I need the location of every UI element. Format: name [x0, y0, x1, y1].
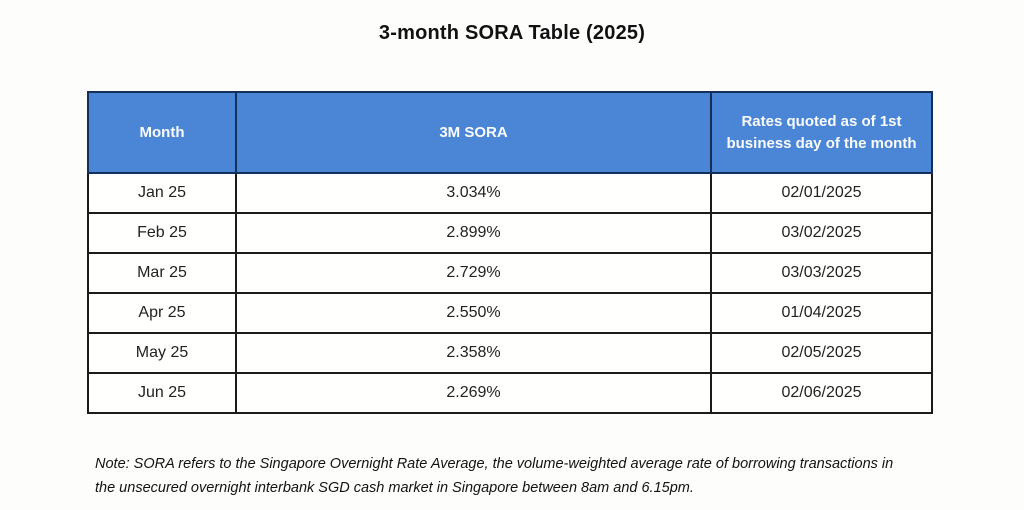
cell-month: Mar 25: [87, 252, 237, 294]
table-row: Apr 25 2.550% 01/04/2025: [87, 292, 933, 334]
table-row: Jun 25 2.269% 02/06/2025: [87, 372, 933, 414]
cell-3m-sora: 2.269%: [235, 372, 712, 414]
cell-rate-date: 03/03/2025: [710, 252, 933, 294]
table-header: Month 3M SORA Rates quoted as of 1st bus…: [87, 91, 933, 174]
table-row: Mar 25 2.729% 03/03/2025: [87, 252, 933, 294]
cell-month: Jun 25: [87, 372, 237, 414]
cell-rate-date: 02/06/2025: [710, 372, 933, 414]
cell-rate-date: 02/05/2025: [710, 332, 933, 374]
sora-rate-table: Month 3M SORA Rates quoted as of 1st bus…: [87, 91, 933, 414]
cell-rate-date: 01/04/2025: [710, 292, 933, 334]
cell-rate-date: 02/01/2025: [710, 172, 933, 214]
cell-month: Jan 25: [87, 172, 237, 214]
cell-3m-sora: 2.358%: [235, 332, 712, 374]
cell-month: Apr 25: [87, 292, 237, 334]
column-header-month: Month: [87, 91, 237, 174]
cell-month: May 25: [87, 332, 237, 374]
table-row: Jan 25 3.034% 02/01/2025: [87, 172, 933, 214]
cell-rate-date: 03/02/2025: [710, 212, 933, 254]
page-title: 3-month SORA Table (2025): [378, 22, 646, 44]
table-body: Jan 25 3.034% 02/01/2025 Feb 25 2.899% 0…: [87, 172, 933, 414]
cell-month: Feb 25: [87, 212, 237, 254]
cell-3m-sora: 2.899%: [235, 212, 712, 254]
header-row: Month 3M SORA Rates quoted as of 1st bus…: [87, 91, 933, 174]
table-row: May 25 2.358% 02/05/2025: [87, 332, 933, 374]
cell-3m-sora: 3.034%: [235, 172, 712, 214]
footnote: Note: SORA refers to the Singapore Overn…: [95, 456, 894, 497]
table-row: Feb 25 2.899% 03/02/2025: [87, 212, 933, 254]
cell-3m-sora: 2.729%: [235, 252, 712, 294]
column-header-3m-sora: 3M SORA: [235, 91, 712, 174]
column-header-rates-quoted: Rates quoted as of 1st business day of t…: [710, 91, 933, 174]
cell-3m-sora: 2.550%: [235, 292, 712, 334]
